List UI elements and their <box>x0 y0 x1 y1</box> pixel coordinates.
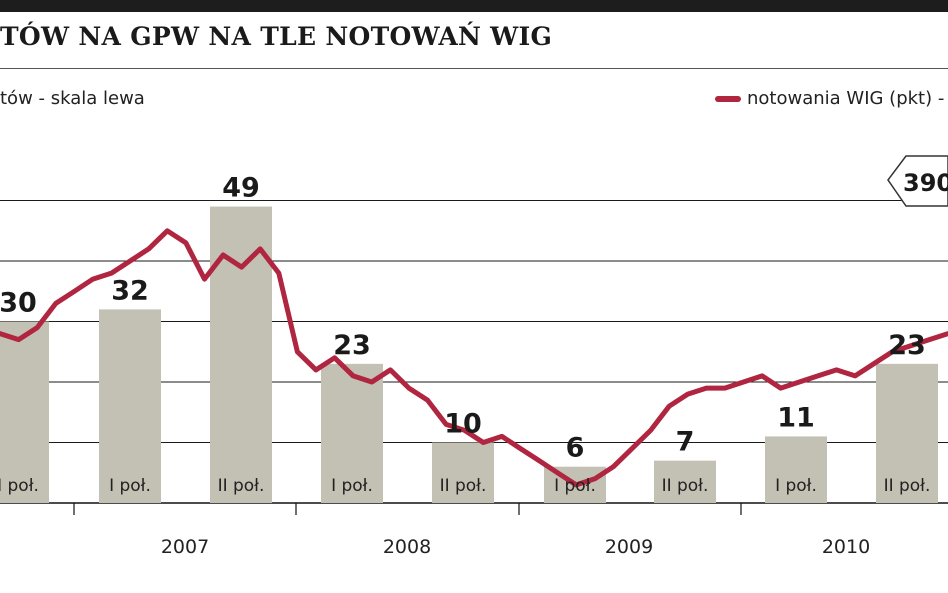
wig-line <box>0 228 948 488</box>
legend-bars-label: tów - skala lewa <box>0 88 145 109</box>
legend-line-label: notowania WIG (pkt) - <box>747 88 945 109</box>
bar <box>765 436 827 503</box>
half-year-label: I poł. <box>554 476 596 496</box>
wig-line-path <box>0 228 948 488</box>
top-bar <box>0 0 948 12</box>
bar-value-label: 10 <box>444 409 482 440</box>
chart-title: TÓW NA GPW NA TLE NOTOWAŃ WIG <box>0 22 553 51</box>
bar-value-label: 11 <box>777 402 815 433</box>
callout-value: 390 <box>903 169 948 197</box>
half-year-label: II poł. <box>662 476 709 496</box>
half-year-label: II poł. <box>218 476 265 496</box>
bar <box>321 363 383 503</box>
year-label: 2010 <box>822 536 870 558</box>
bar <box>654 460 716 503</box>
bar <box>99 309 161 503</box>
year-label: 2009 <box>605 536 653 558</box>
bar-value-label: 7 <box>676 427 695 458</box>
bar <box>0 321 49 503</box>
legend-bars: tów - skala lewa <box>0 88 145 109</box>
bar-value-label: 23 <box>888 330 926 361</box>
legend-line-swatch <box>715 96 741 102</box>
bars <box>0 206 938 504</box>
half-year-label: II poł. <box>440 476 487 496</box>
half-year-label: I poł. <box>109 476 151 496</box>
bar <box>876 363 938 503</box>
year-label: 2007 <box>161 536 209 558</box>
bar-value-label: 49 <box>222 173 260 204</box>
bar <box>432 442 494 503</box>
bar-value-label: 6 <box>566 433 585 464</box>
half-year-label: I poł. <box>331 476 373 496</box>
labels: 30 I poł. 32 I poł. 49 II poł. 23 I poł. 10 II po… <box>0 173 930 558</box>
bar-value-label: 23 <box>333 330 371 361</box>
title-rule <box>0 68 948 69</box>
half-year-label: I poł. <box>0 476 39 496</box>
bar-value-label: 30 <box>0 288 37 319</box>
half-year-label: I poł. <box>775 476 817 496</box>
half-year-label: II poł. <box>884 476 931 496</box>
bar-value-label: 32 <box>111 275 149 306</box>
callout-box <box>887 155 948 207</box>
legend-line: notowania WIG (pkt) - <box>715 88 944 109</box>
value-callout: 390 <box>887 155 948 207</box>
year-label: 2008 <box>383 536 431 558</box>
